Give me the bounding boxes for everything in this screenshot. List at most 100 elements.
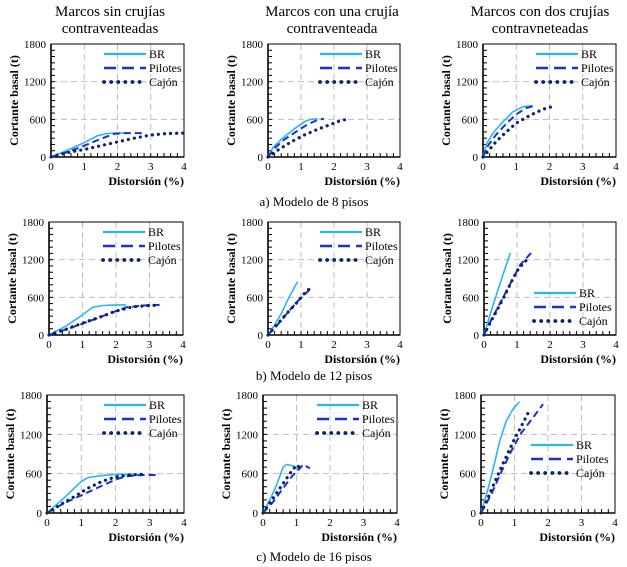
column-title-line-2: contraventeada bbox=[286, 21, 378, 37]
column-title-line-1: Marcos con una crujía bbox=[265, 4, 399, 20]
legend-label: Pilotes bbox=[149, 61, 182, 75]
x-tick-label: 4 bbox=[181, 517, 187, 529]
x-tick-label: 0 bbox=[260, 517, 266, 529]
legend-label: Pilotes bbox=[581, 61, 614, 75]
x-tick-label: 0 bbox=[265, 161, 271, 173]
legend-label: Pilotes bbox=[365, 61, 398, 75]
legend-label: BR bbox=[576, 438, 592, 452]
y-axis-title: Cortante basal (t) bbox=[439, 55, 453, 146]
y-tick-label: 0 bbox=[258, 152, 264, 164]
column-title-one-braced-bay: Marcos con una crujía contraventeada bbox=[232, 4, 432, 38]
legend-label: Cajón bbox=[581, 75, 610, 89]
y-tick-label: 600 bbox=[462, 114, 479, 126]
column-title-line-2: contravneteadas bbox=[491, 21, 589, 37]
y-tick-label: 600 bbox=[247, 292, 264, 304]
legend-label: Pilotes bbox=[365, 239, 398, 253]
chart-panel: 0 1 2 3 4 0 600 1200 1800 Distorsión (%) Cortante … bbox=[439, 39, 619, 188]
x-tick-label: 1 bbox=[298, 161, 304, 173]
x-tick-label: 3 bbox=[580, 339, 586, 351]
column-title-unbraced: Marcos sin crujías contraventeadas bbox=[10, 4, 210, 38]
legend-label: BR bbox=[149, 398, 165, 412]
y-tick-label: 1200 bbox=[454, 429, 477, 441]
y-tick-label: 1800 bbox=[236, 390, 259, 402]
series-line-br bbox=[480, 401, 521, 514]
column-title-line-2: contraventeadas bbox=[61, 21, 159, 37]
x-tick-label: 1 bbox=[82, 161, 88, 173]
caption-8-floors: a) Modelo de 8 pisos bbox=[259, 194, 369, 209]
series-line-br bbox=[46, 473, 140, 514]
series-line-cajon bbox=[47, 303, 162, 337]
y-tick-label: 0 bbox=[473, 152, 479, 164]
caption-12-floors: b) Modelo de 12 pisos bbox=[255, 368, 373, 383]
y-tick-label: 1800 bbox=[457, 217, 480, 229]
y-tick-label: 0 bbox=[41, 152, 47, 164]
y-tick-label: 1200 bbox=[24, 77, 47, 89]
legend-label: Pilotes bbox=[149, 412, 182, 426]
x-tick-label: 3 bbox=[580, 161, 586, 173]
series-line-br bbox=[262, 463, 301, 514]
y-tick-label: 1800 bbox=[454, 390, 477, 402]
y-tick-label: 1200 bbox=[457, 255, 480, 267]
legend-label: BR bbox=[365, 225, 381, 239]
x-tick-label: 4 bbox=[397, 161, 403, 173]
x-tick-label: 1 bbox=[514, 339, 520, 351]
y-tick-label: 0 bbox=[39, 330, 45, 342]
x-tick-label: 2 bbox=[547, 339, 553, 351]
x-tick-label: 4 bbox=[613, 339, 619, 351]
series-line-br bbox=[267, 117, 318, 158]
x-tick-label: 3 bbox=[361, 517, 367, 529]
y-tick-label: 1200 bbox=[456, 77, 479, 89]
legend-label: Pilotes bbox=[362, 412, 395, 426]
x-tick-label: 3 bbox=[148, 161, 154, 173]
x-tick-label: 2 bbox=[113, 517, 119, 529]
y-tick-label: 1800 bbox=[22, 217, 45, 229]
y-tick-label: 1800 bbox=[241, 217, 264, 229]
chart-panel: 0 1 2 3 4 0 600 1200 1800 Distorsión (%) Cortante … bbox=[224, 39, 403, 188]
series-line-cajon bbox=[49, 131, 186, 159]
y-tick-label: 600 bbox=[247, 114, 264, 126]
series-line-cajon bbox=[482, 258, 529, 337]
column-title-two-braced-bays: Marcos con dos crujías contravneteadas bbox=[440, 4, 627, 38]
x-tick-label: 4 bbox=[397, 339, 403, 351]
x-tick-label: 3 bbox=[147, 517, 153, 529]
series-line-cajon bbox=[45, 472, 145, 515]
series-line-cajon bbox=[266, 285, 313, 337]
legend-label: Cajón bbox=[362, 426, 391, 440]
x-tick-label: 4 bbox=[394, 517, 400, 529]
y-tick-label: 1800 bbox=[456, 39, 479, 51]
legend-label: Cajón bbox=[149, 426, 178, 440]
x-tick-label: 3 bbox=[364, 161, 370, 173]
x-tick-label: 2 bbox=[331, 339, 337, 351]
y-axis-title: Cortante basal (t) bbox=[224, 55, 238, 146]
y-axis-title: Cortante basal (t) bbox=[219, 409, 233, 500]
x-axis-title: Distorsión (%) bbox=[107, 352, 183, 366]
y-tick-label: 600 bbox=[463, 292, 480, 304]
legend-label: Cajón bbox=[148, 253, 177, 267]
x-tick-label: 2 bbox=[113, 339, 119, 351]
x-tick-label: 1 bbox=[294, 517, 300, 529]
y-axis-title: Cortante basal (t) bbox=[3, 409, 17, 500]
series-line-cajon bbox=[266, 117, 349, 159]
legend-label: Pilotes bbox=[148, 239, 181, 253]
series-line-pilotes bbox=[267, 117, 325, 158]
series-line-cajon bbox=[261, 463, 304, 515]
x-tick-label: 1 bbox=[514, 161, 520, 173]
column-title-line-1: Marcos con dos crujías bbox=[470, 4, 610, 20]
y-tick-label: 1800 bbox=[241, 39, 264, 51]
x-tick-label: 2 bbox=[547, 161, 553, 173]
x-tick-label: 3 bbox=[147, 339, 153, 351]
y-tick-label: 1200 bbox=[241, 255, 264, 267]
y-tick-label: 0 bbox=[37, 508, 43, 520]
chart-panel: 0 1 2 3 4 0 600 1200 1800 Distorsión (%) Cortante … bbox=[437, 390, 618, 544]
x-axis-title: Distorsión (%) bbox=[108, 174, 184, 188]
x-tick-label: 2 bbox=[331, 161, 337, 173]
y-tick-label: 1800 bbox=[24, 39, 47, 51]
legend-label: Cajón bbox=[579, 314, 608, 328]
y-tick-label: 0 bbox=[253, 508, 259, 520]
y-axis-title: Cortante basal (t) bbox=[437, 409, 451, 500]
